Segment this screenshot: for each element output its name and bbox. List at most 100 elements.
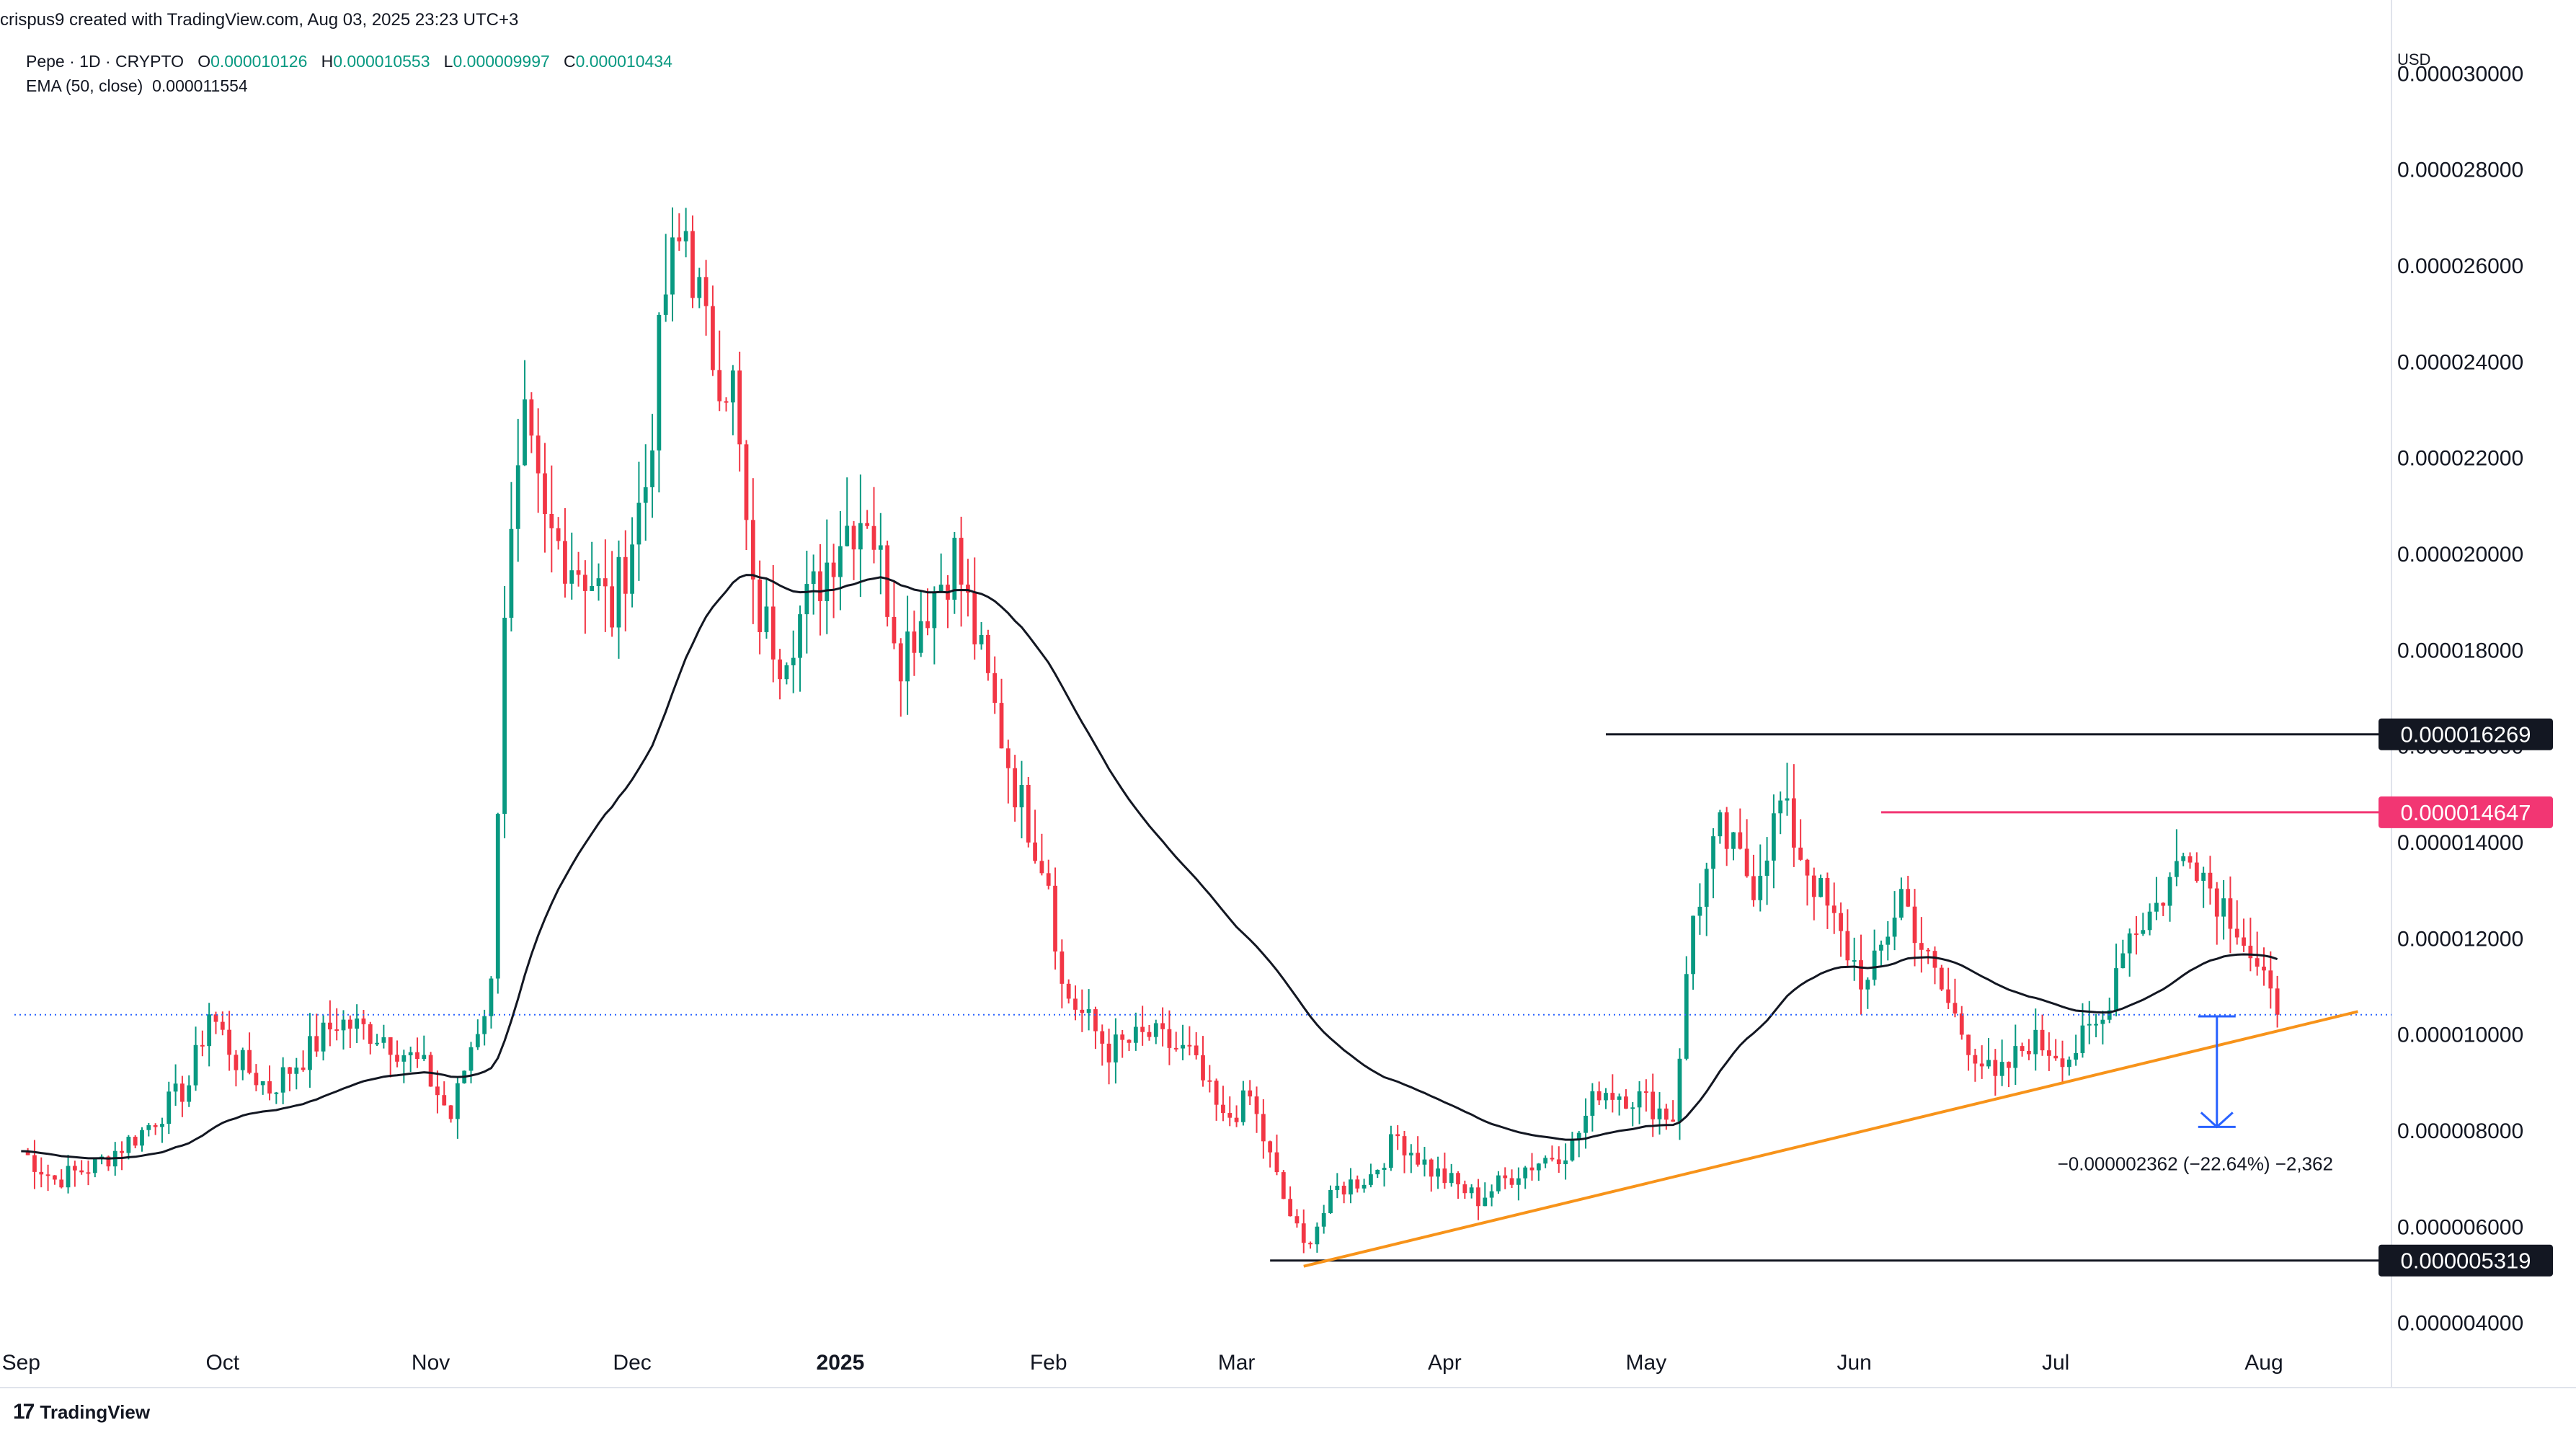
candle-body [2161,902,2166,906]
candle [375,1034,379,1047]
candle [1462,1180,1467,1199]
candle [851,520,856,580]
candle [1053,867,1057,970]
candle [1831,882,1836,934]
candle [643,444,648,541]
x-tick-label: Feb [1030,1351,1067,1375]
candle-body [623,556,628,594]
candle [2147,903,2152,936]
candle-body [1462,1184,1467,1194]
x-tick-label: Oct [205,1351,239,1375]
candle-body [1825,878,1830,906]
candle [1966,1034,1971,1071]
candle [2248,918,2253,972]
candle-body [1301,1223,1306,1243]
candle-body [798,614,802,658]
candle-body [1120,1034,1125,1040]
candle [912,611,917,676]
candle [1362,1179,1367,1193]
candle-body [959,538,964,585]
tradingview-brand[interactable]: 17 TradingView [13,1400,150,1424]
candle-body [804,584,809,615]
candle-body [1791,798,1796,848]
chart-credit: crispus9 created with TradingView.com, A… [0,10,519,30]
candle [650,414,654,518]
candle-body [932,592,937,629]
candle-body [314,1036,319,1052]
ohlc-low: 0.000009997 [453,52,550,71]
candle [79,1160,84,1175]
candle [1321,1204,1326,1234]
candle-body [1321,1212,1326,1227]
candle [2228,876,2233,954]
candle-body [1831,905,1836,913]
ema-row[interactable]: EMA (50, close) 0.000011554 [26,74,672,98]
candle [2181,852,2186,866]
candle-body [515,465,520,529]
candle [509,482,514,631]
ascending-trendline [1303,1010,2358,1268]
candle [187,1075,192,1107]
candle-body [596,578,601,587]
candle-body [1073,998,1078,1010]
x-tick-label: Jul [2042,1351,2069,1375]
candle-body [1946,989,1951,1003]
candle [1388,1125,1393,1171]
candle-body [2147,911,2152,931]
candle-body [489,978,494,1016]
y-tick-label: 0.000010000 [2397,1024,2523,1047]
candle-body [207,1014,212,1047]
candle [2134,915,2138,955]
candle [428,1052,433,1087]
candle-body [32,1155,37,1172]
candle [1181,1024,1185,1060]
candle [717,330,722,412]
candle-body [590,586,595,591]
candle [1872,929,1877,986]
candle [1926,948,1931,964]
candle [1341,1181,1346,1204]
x-tick-label: Mar [1218,1351,1256,1375]
candle [703,259,709,336]
candle-body [1456,1173,1460,1185]
candle [1791,764,1796,867]
candle [831,544,836,618]
candle [1261,1099,1266,1159]
candle [1254,1086,1259,1133]
candle-body [918,621,923,653]
currency-label[interactable]: USD [2397,50,2431,68]
candle [1671,1100,1676,1122]
candle [2268,951,2273,1009]
candle-body [1543,1158,1548,1164]
candle-body [1496,1175,1501,1192]
candle-body [1201,1055,1205,1081]
candle [1066,979,1071,1004]
candle [1207,1065,1212,1093]
candle-body [2228,898,2233,929]
candle-body [1751,876,1756,900]
x-tick-label: Jun [1837,1351,1872,1375]
candle [932,586,937,665]
candle [475,1019,480,1050]
candle [885,540,890,627]
candle [523,360,527,466]
candle-body [442,1095,447,1106]
candle-body [1570,1140,1575,1161]
candle [1778,791,1783,835]
candle [892,580,897,649]
candle [865,510,870,529]
support-low-label: 0.000005319 [2400,1248,2531,1274]
candle-body [1630,1107,1635,1109]
candle-body [912,631,917,653]
candle-body [1651,1091,1656,1119]
symbol-row[interactable]: Pepe · 1D · CRYPTO O0.000010126 H0.00001… [26,49,672,74]
candle [596,563,601,601]
candle [1886,920,1891,961]
candle [858,474,863,598]
candle-body [683,231,688,241]
candle [301,1050,306,1072]
candle-body [1106,1043,1111,1062]
candle-body [92,1158,97,1174]
candle [818,544,822,636]
